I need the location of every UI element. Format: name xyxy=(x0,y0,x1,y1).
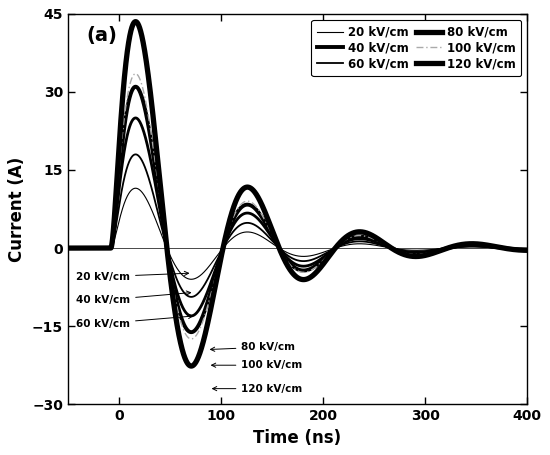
Text: 80 kV/cm: 80 kV/cm xyxy=(211,342,295,352)
Text: (a): (a) xyxy=(86,25,117,45)
Legend: 20 kV/cm, 40 kV/cm, 60 kV/cm, 80 kV/cm, 100 kV/cm, 120 kV/cm: 20 kV/cm, 40 kV/cm, 60 kV/cm, 80 kV/cm, … xyxy=(311,20,521,76)
Text: 60 kV/cm: 60 kV/cm xyxy=(76,314,192,329)
Text: 100 kV/cm: 100 kV/cm xyxy=(212,360,302,370)
Text: 120 kV/cm: 120 kV/cm xyxy=(213,384,302,394)
Text: 40 kV/cm: 40 kV/cm xyxy=(76,291,191,305)
X-axis label: Time (ns): Time (ns) xyxy=(254,429,342,447)
Y-axis label: Current (A): Current (A) xyxy=(8,157,26,262)
Text: 20 kV/cm: 20 kV/cm xyxy=(76,271,189,282)
